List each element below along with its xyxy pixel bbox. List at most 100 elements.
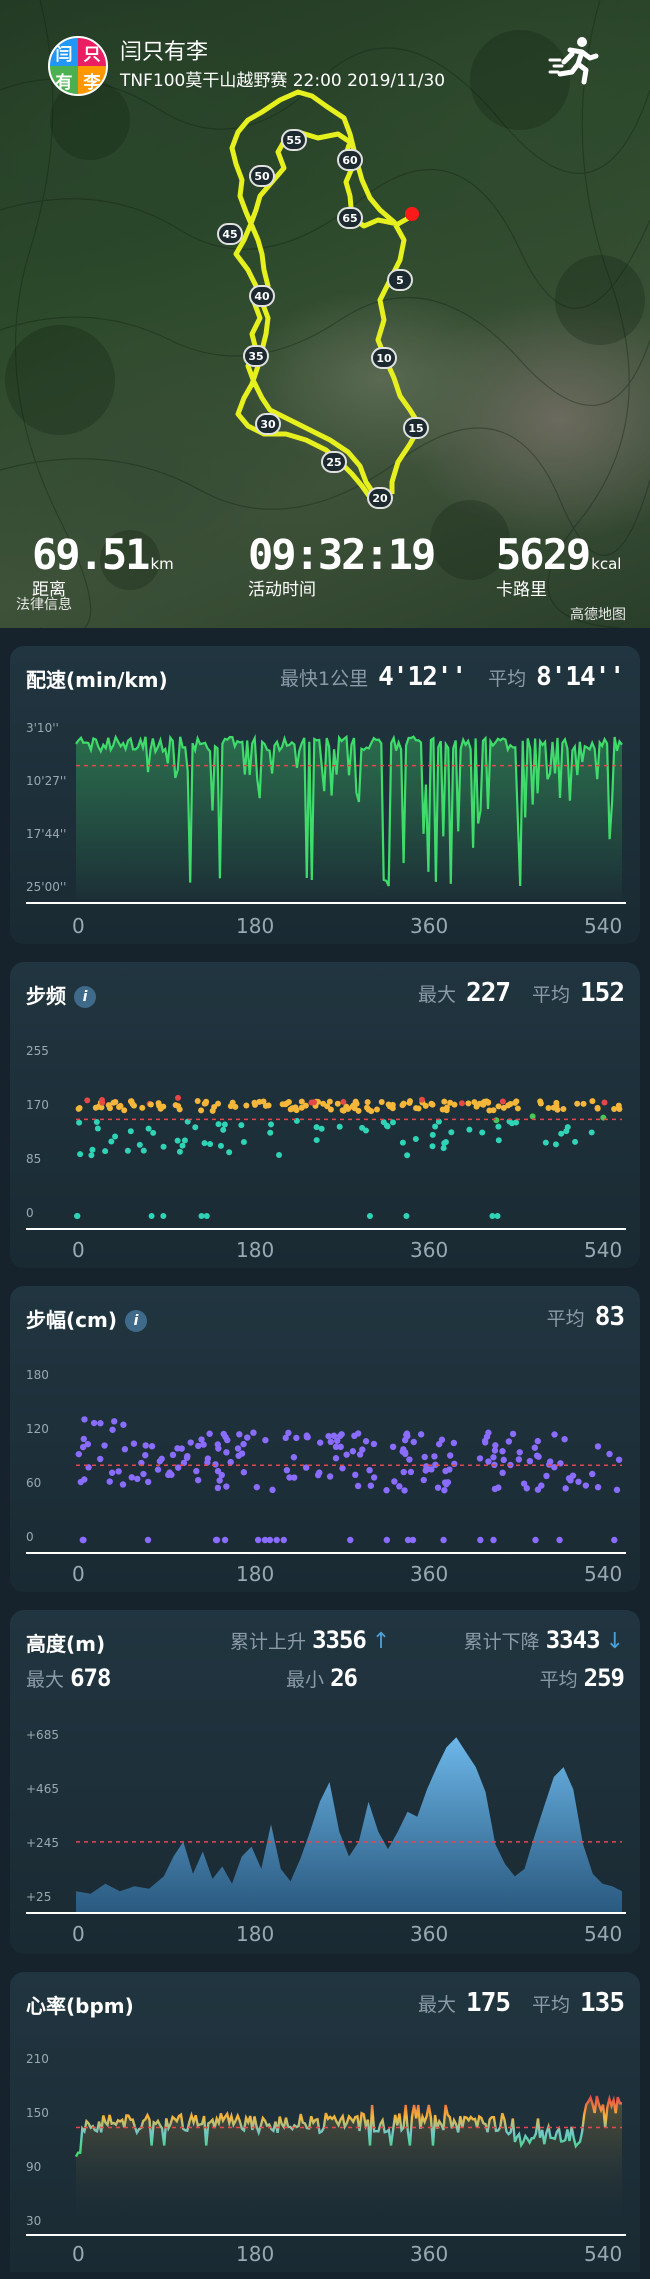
info-icon[interactable]: i: [124, 1310, 147, 1332]
stride-card: 步幅(cm) i 平均 83 180 120 60 0 0 180 360 540: [10, 1286, 640, 1592]
stride-avg-value: 83: [594, 1302, 625, 1332]
stride-point: [240, 1469, 248, 1476]
cadence-point: [481, 1098, 488, 1105]
stride-point: [354, 1482, 362, 1490]
cadence-point: [89, 1146, 96, 1153]
stride-point: [119, 1481, 127, 1488]
altitude-down-value: 3343: [545, 1626, 601, 1654]
stride-point: [302, 1464, 310, 1471]
cadence-point: [298, 1104, 305, 1111]
stride-point: [142, 1451, 149, 1459]
stride-point: [401, 1487, 408, 1494]
altitude-down-label: 累计下降: [463, 1631, 540, 1653]
cadence-point: [514, 1105, 521, 1112]
cadence-chart[interactable]: [10, 962, 640, 1268]
stride-point: [349, 1448, 357, 1455]
km-marker: 20: [367, 487, 393, 509]
stride-point: [410, 1438, 417, 1446]
stride-point: [273, 1536, 280, 1544]
km-marker: 40: [249, 285, 275, 307]
cadence-point: [127, 1098, 134, 1105]
stride-point: [198, 1436, 205, 1443]
stride-point: [121, 1446, 129, 1453]
stride-point: [80, 1536, 87, 1544]
cadence-point: [366, 1213, 373, 1219]
info-icon[interactable]: i: [74, 986, 96, 1008]
cadence-point: [84, 1097, 91, 1104]
km-marker: 45: [217, 223, 243, 245]
pace-avg-value: 8'14'': [536, 662, 625, 692]
stride-point: [303, 1433, 311, 1441]
duration-label: 活动时间: [248, 580, 316, 600]
avatar-char: 闫: [55, 44, 73, 65]
stride-point: [476, 1455, 484, 1462]
running-person-icon[interactable]: [548, 34, 600, 86]
stride-point: [97, 1455, 104, 1463]
legal-info-link[interactable]: 法律信息: [16, 597, 72, 613]
cadence-point: [448, 1129, 455, 1136]
stride-point: [90, 1419, 98, 1427]
route-map[interactable]: 5 10 15 20 25 30 35 40 45 50 55 60 65 闫 只 有 李 闫只有李 T…: [0, 0, 650, 628]
cadence-point: [432, 1123, 439, 1130]
stride-point: [515, 1456, 523, 1463]
stride-point: [221, 1536, 229, 1544]
altitude-card: 高度(m) 累计上升 3356 ↑ 累计下降 3343 ↓ 最大 678 最小 …: [10, 1610, 640, 1954]
km-marker: 5: [387, 269, 413, 291]
stride-point: [140, 1470, 147, 1478]
cadence-point: [176, 1148, 183, 1155]
heart-x-axis: [26, 2234, 626, 2236]
cadence-point: [334, 1100, 341, 1107]
stride-point: [533, 1452, 541, 1459]
pace-chart[interactable]: [10, 646, 640, 944]
cadence-point: [406, 1099, 413, 1106]
altitude-max-value: 678: [70, 1664, 111, 1692]
stride-chart[interactable]: [10, 1286, 640, 1592]
avatar[interactable]: 闫 只 有 李: [48, 36, 108, 96]
stride-point: [109, 1426, 116, 1433]
cadence-point: [324, 1103, 331, 1110]
cadence-point: [112, 1133, 119, 1140]
cadence-point: [220, 1126, 227, 1133]
stride-point: [611, 1536, 618, 1544]
heart-rate-line: [74, 2094, 622, 2158]
cadence-point: [148, 1213, 155, 1219]
stride-point: [316, 1439, 324, 1446]
stride-point: [77, 1478, 84, 1486]
heart-rate-chart[interactable]: [10, 1972, 640, 2272]
altitude-xtick: 360: [410, 1922, 449, 1946]
km-marker: 65: [337, 207, 363, 229]
stride-point: [326, 1473, 334, 1480]
stride-point: [440, 1536, 447, 1544]
stride-point: [562, 1485, 569, 1492]
stride-xtick: 360: [410, 1562, 449, 1586]
stride-point: [417, 1431, 425, 1438]
cadence-point: [198, 1107, 205, 1114]
stride-point: [339, 1465, 346, 1472]
cadence-point: [112, 1098, 119, 1105]
altitude-chart[interactable]: [10, 1610, 640, 1954]
cadence-point: [429, 1143, 436, 1150]
stride-point: [356, 1451, 364, 1458]
arrow-up-icon: ↑: [371, 1629, 391, 1654]
cadence-point: [175, 1094, 182, 1101]
cadence-point: [572, 1138, 579, 1145]
heart-xtick: 540: [584, 2242, 623, 2266]
cadence-point: [268, 1121, 275, 1128]
cadence-point: [92, 1104, 99, 1111]
stride-point: [366, 1466, 373, 1474]
stride-point: [509, 1430, 517, 1438]
cadence-point: [121, 1107, 128, 1114]
stride-point: [400, 1468, 407, 1476]
stride-point: [551, 1431, 558, 1438]
duration-value: 09:32:19: [248, 530, 436, 579]
cadence-point: [176, 1106, 183, 1113]
heart-ytick: 210: [26, 2052, 49, 2066]
stride-point: [491, 1447, 499, 1454]
altitude-min-label: 最小: [286, 1669, 325, 1691]
cadence-point: [76, 1105, 83, 1112]
cadence-point: [389, 1119, 396, 1126]
stride-point: [286, 1474, 293, 1481]
stride-point: [420, 1476, 427, 1484]
stride-point: [343, 1451, 350, 1458]
cadence-point: [451, 1101, 458, 1108]
